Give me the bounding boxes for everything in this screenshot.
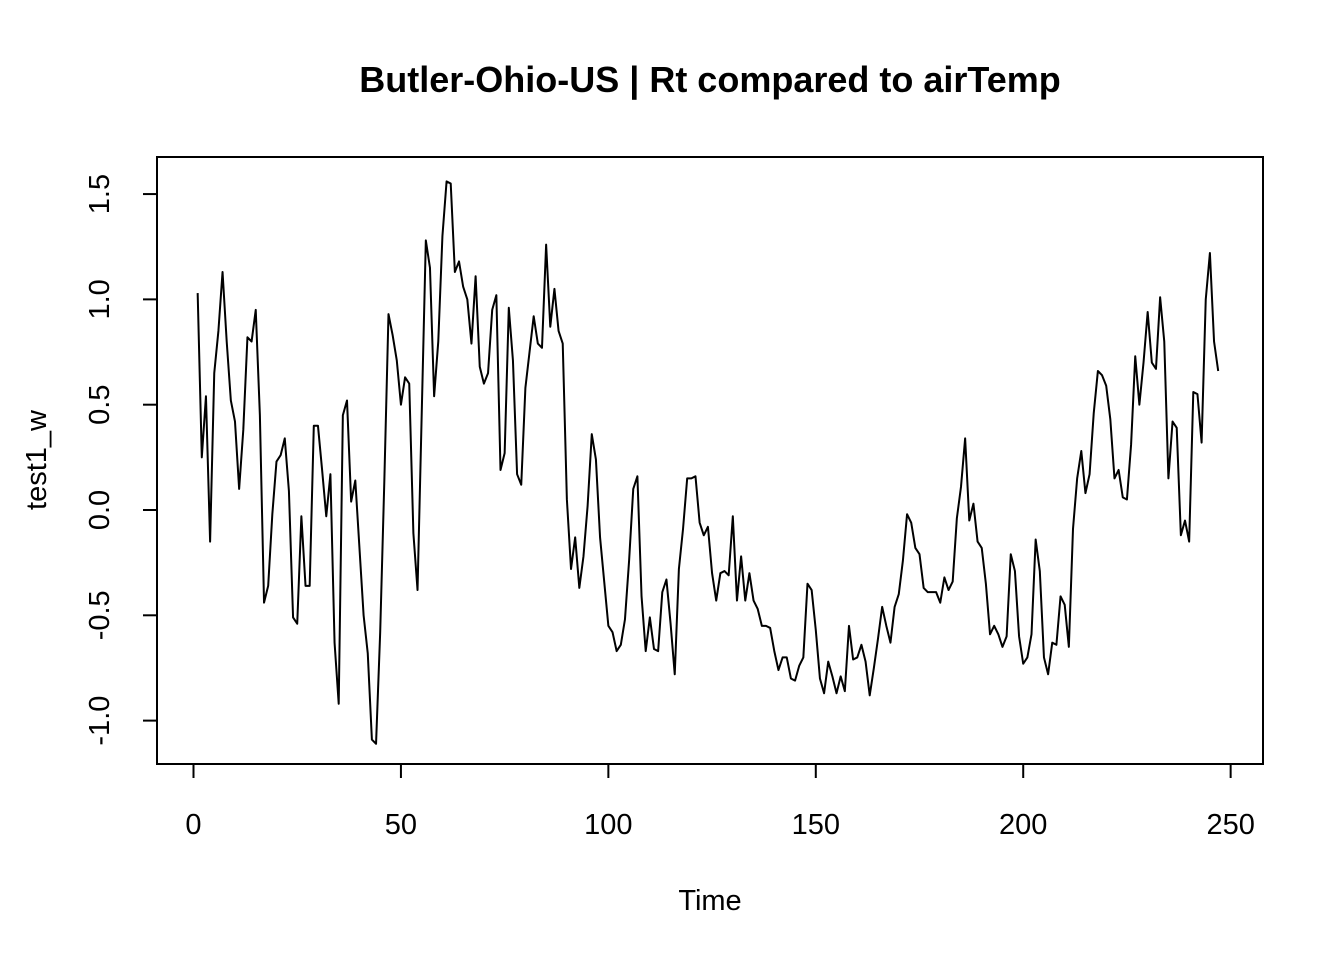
x-tick-label: 0	[185, 809, 201, 841]
y-tick-label: 0.5	[84, 385, 116, 425]
x-tick-label: 50	[385, 809, 417, 841]
x-tick-label: 250	[1206, 809, 1254, 841]
x-axis: 0 50 100 150 200 250	[185, 763, 1255, 841]
x-tick-label: 150	[792, 809, 840, 841]
y-tick-label: 1.0	[84, 279, 116, 319]
chart-title: Butler-Ohio-US | Rt compared to airTemp	[359, 59, 1060, 101]
y-axis-label: test1_w	[21, 409, 53, 510]
y-tick-label: 1.5	[84, 174, 116, 214]
x-tick-label: 100	[584, 809, 632, 841]
y-tick-label: -1.0	[84, 696, 116, 746]
y-axis: -1.0 -0.5 0.0 0.5 1.0 1.5	[84, 174, 158, 746]
y-tick-label: -0.5	[84, 590, 116, 640]
series-line	[196, 180, 1220, 745]
x-tick-label: 200	[999, 809, 1047, 841]
y-tick-label: 0.0	[84, 490, 116, 530]
plot-area	[156, 156, 1264, 765]
x-axis-label: Time	[678, 885, 741, 917]
